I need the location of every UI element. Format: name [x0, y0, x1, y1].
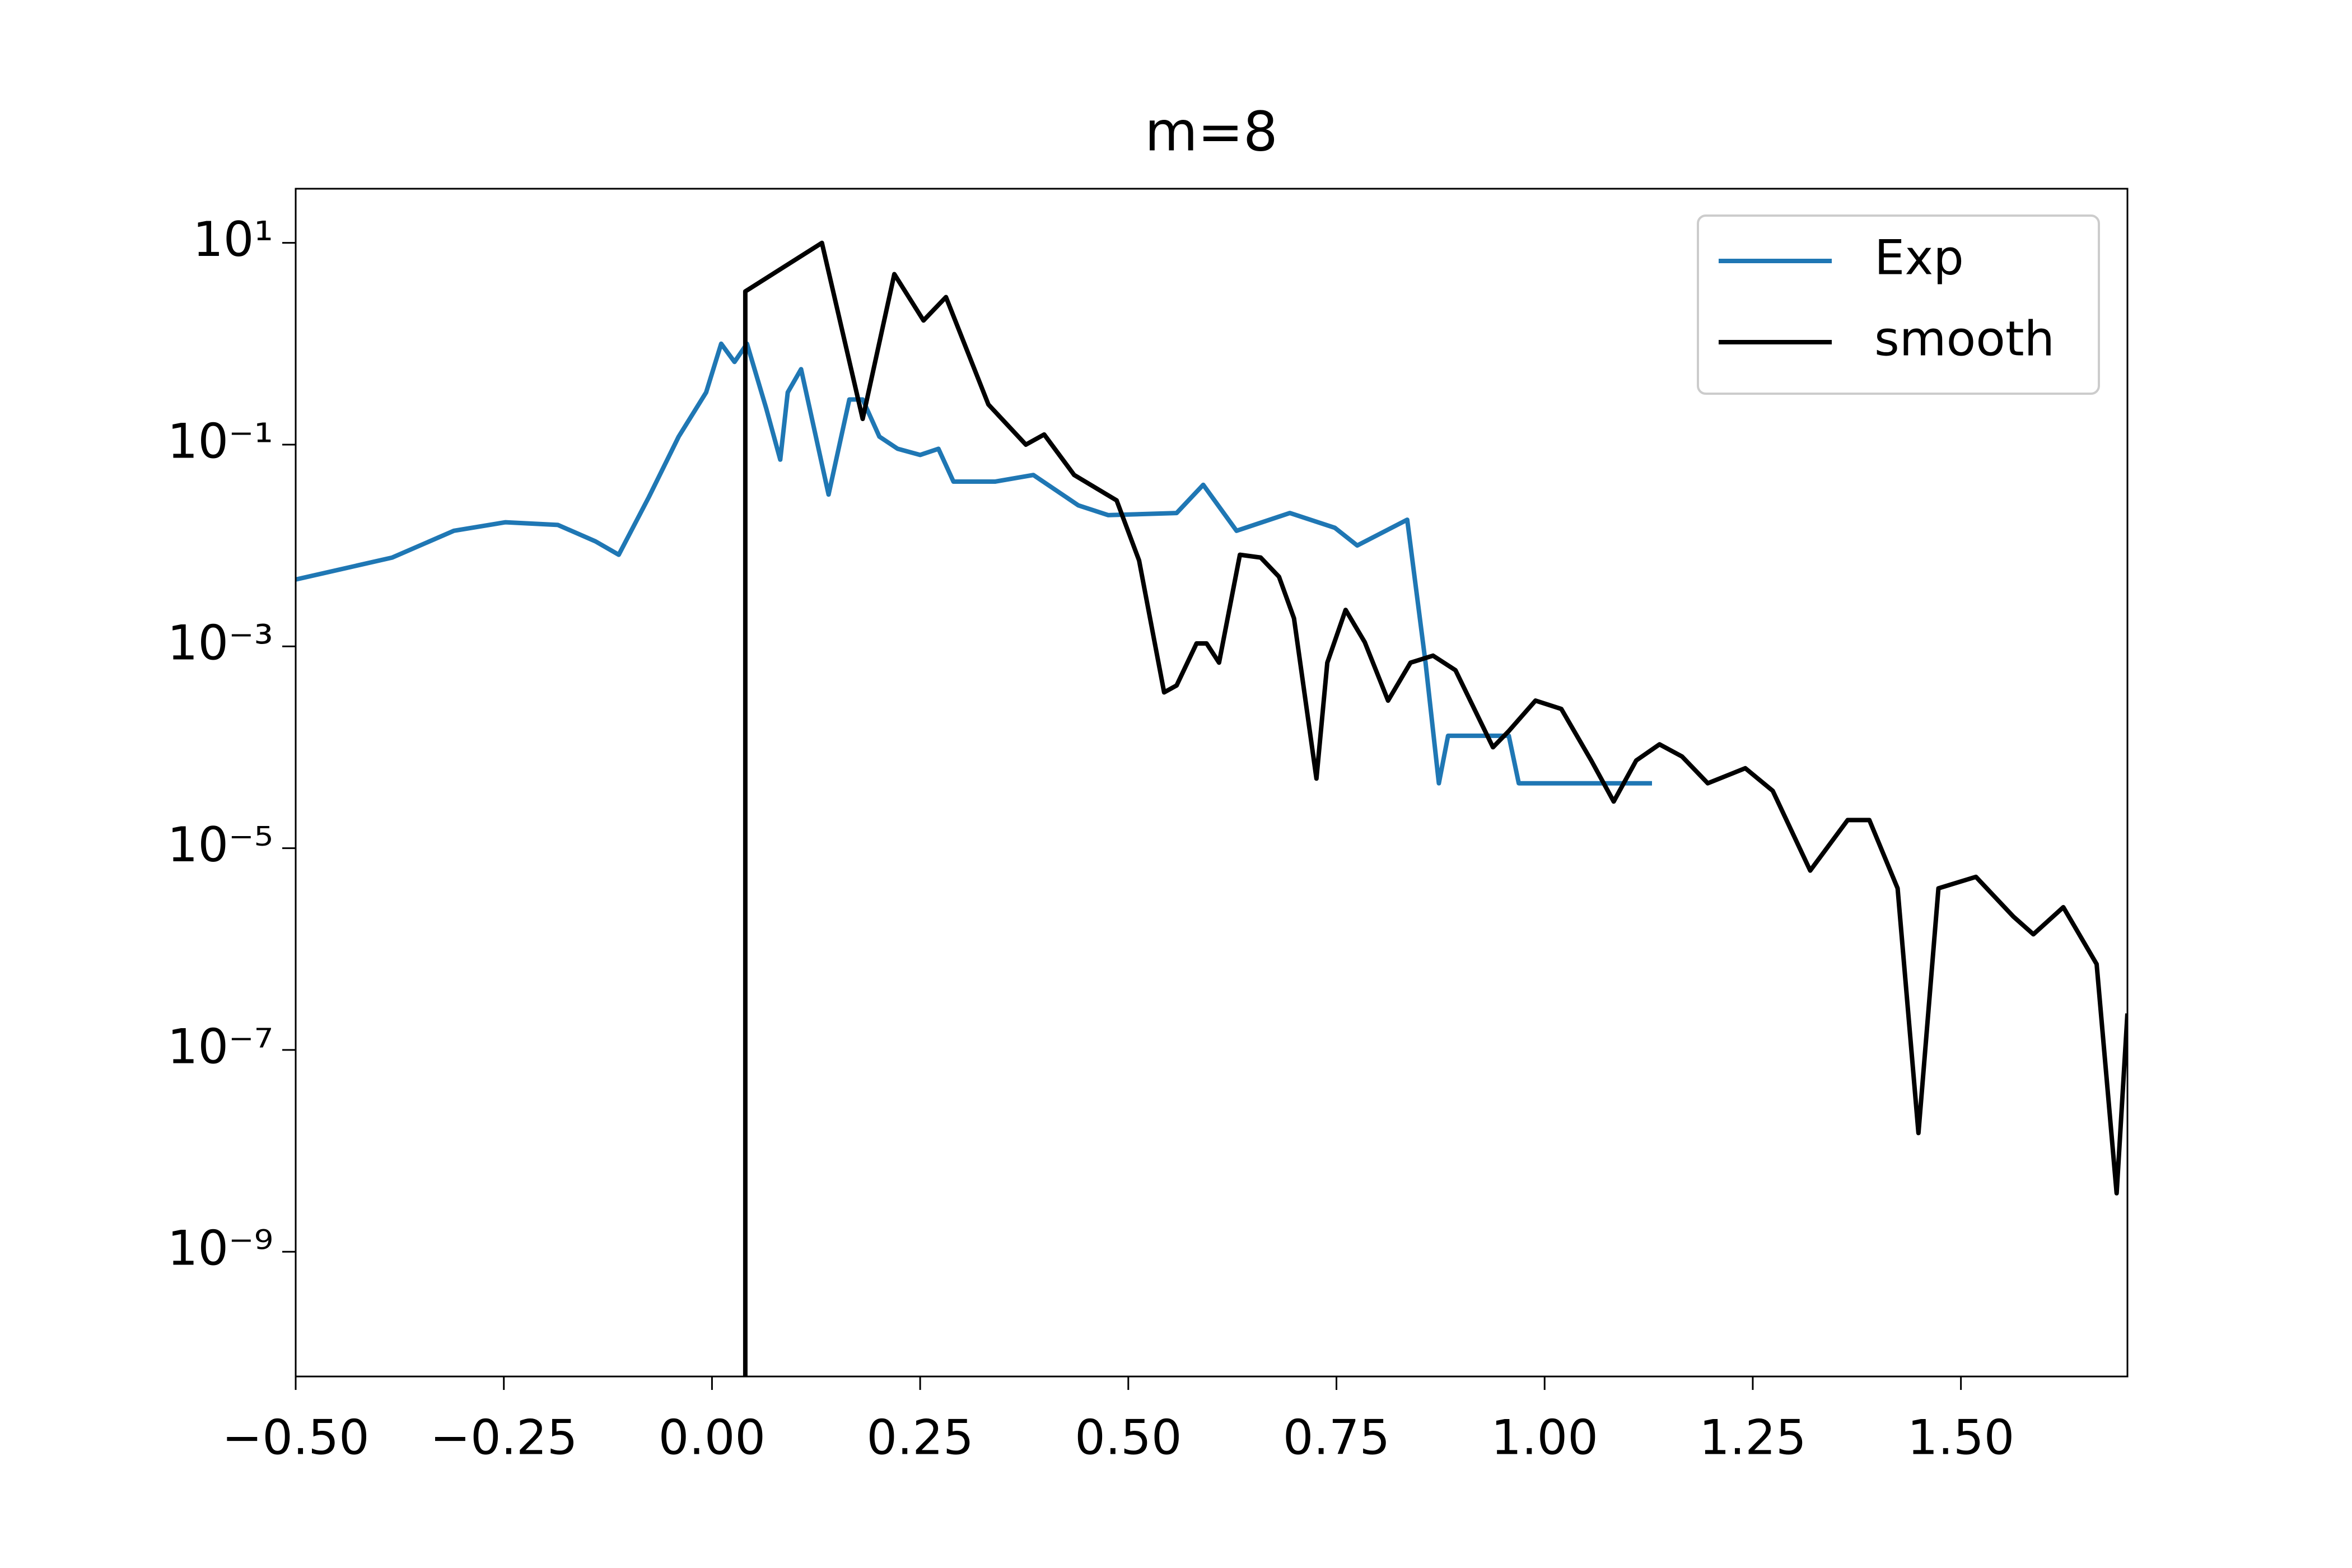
x-tick-label: 0.75: [1283, 1410, 1390, 1466]
x-tick-label: 0.00: [659, 1410, 766, 1466]
data-line: [743, 240, 2127, 1376]
x-tick-label: 0.50: [1075, 1410, 1182, 1466]
x-tick-label: −0.50: [222, 1410, 370, 1466]
x-tick-label: 1.50: [1907, 1410, 2014, 1466]
chart-title: m=8: [1145, 100, 1277, 163]
legend-label: smooth: [1874, 311, 2055, 367]
x-tick-label: 1.25: [1699, 1410, 1806, 1466]
x-tick-label: 0.25: [866, 1410, 973, 1466]
y-tick-label: 10⁻¹: [167, 413, 273, 469]
axes-frame: [295, 188, 2129, 1378]
data-line: [296, 341, 1652, 786]
x-tick-label: −0.25: [430, 1410, 578, 1466]
x-tick-label: 1.00: [1491, 1410, 1598, 1466]
plot-area: [296, 240, 2127, 1376]
y-tick-label: 10⁻⁷: [167, 1019, 273, 1075]
y-tick-label: 10¹: [193, 212, 273, 268]
y-tick-label: 10⁻⁹: [167, 1221, 273, 1277]
legend-label: Exp: [1874, 230, 1964, 286]
y-tick-label: 10⁻⁵: [167, 817, 273, 873]
y-tick-label: 10⁻³: [167, 615, 273, 671]
